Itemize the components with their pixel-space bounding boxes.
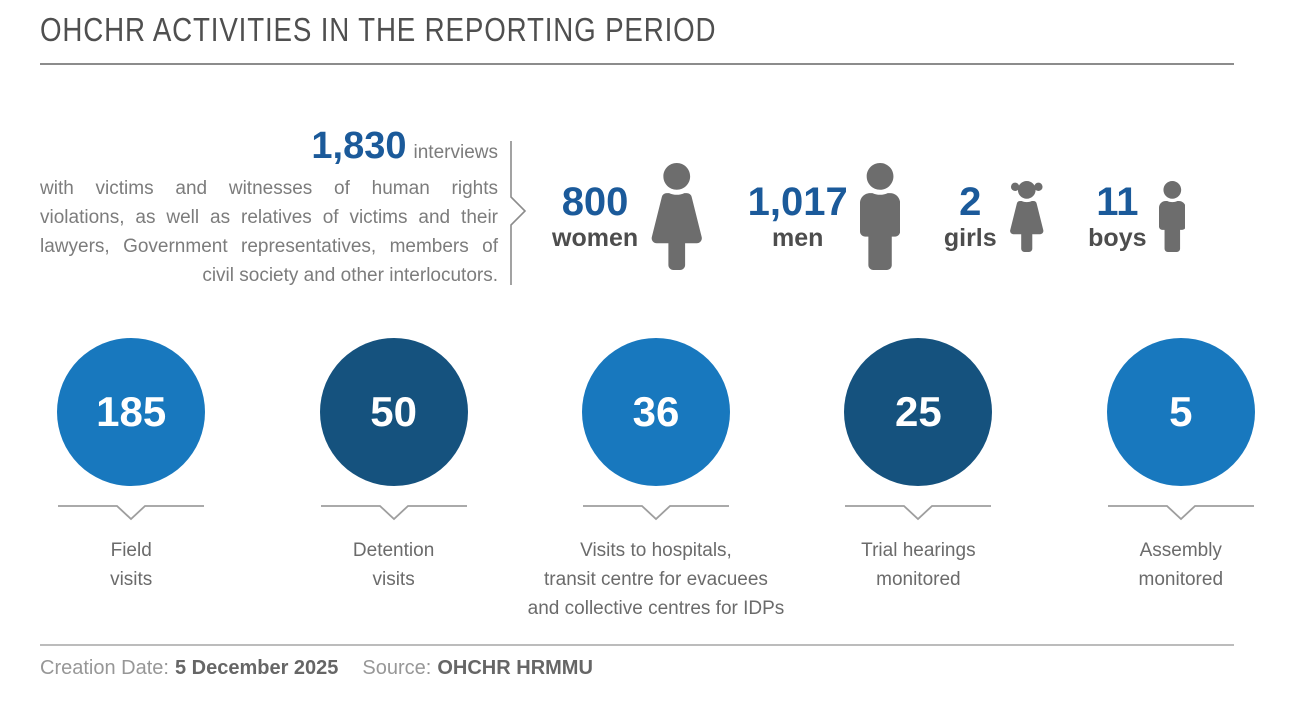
girls-label: girls: [943, 223, 997, 252]
activities-row: 185 Field visits 50 Detention visits 36: [0, 338, 1312, 623]
pointer-bracket-icon: [320, 505, 467, 521]
women-count: 800: [561, 179, 629, 224]
women-text: 800 women: [552, 182, 638, 251]
men-count: 1,017: [747, 179, 848, 224]
creation-date-value: 5 December 2025: [174, 657, 339, 679]
woman-icon: [651, 163, 702, 270]
title-divider-line: [40, 63, 1234, 65]
page-title: OHCHR ACTIVITIES IN THE REPORTING PERIOD: [40, 11, 717, 48]
interviews-summary: 1,830 interviews with victims and witness…: [40, 125, 498, 290]
field-visits-count: 185: [96, 388, 167, 435]
assembly-circle: 5: [1106, 338, 1255, 486]
assembly-count: 5: [1169, 388, 1193, 435]
interviews-text-line: with victims and witnesses of human righ…: [40, 178, 498, 199]
stat-girls: 2 girls: [944, 181, 1044, 252]
field-visits-circle: 185: [57, 338, 206, 486]
source-label: Source:: [362, 657, 432, 679]
activity-assembly: 5 Assembly monitored: [1050, 338, 1312, 623]
field-visits-label: Field visits: [110, 540, 153, 590]
facility-visits-label: Visits to hospitals, transit centre for …: [527, 540, 785, 619]
girls-count: 2: [959, 179, 982, 224]
stat-boys: 11 boys: [1088, 181, 1186, 252]
chevron-divider-icon: [510, 141, 527, 285]
trial-hearings-label: Trial hearings monitored: [861, 540, 976, 590]
interviews-headline: 1,830 interviews: [40, 125, 498, 171]
pointer-bracket-icon: [1107, 505, 1254, 521]
trial-hearings-circle: 25: [844, 338, 993, 486]
assembly-label: Assembly monitored: [1138, 540, 1224, 590]
facility-visits-circle: 36: [581, 338, 730, 486]
interviews-count-suffix: interviews: [413, 142, 498, 163]
boys-text: 11 boys: [1088, 182, 1146, 251]
boy-icon: [1158, 181, 1186, 252]
men-text: 1,017 men: [748, 182, 848, 251]
pointer-bracket-icon: [845, 505, 992, 521]
activity-trial-hearings: 25 Trial hearings monitored: [787, 338, 1049, 623]
activity-facility-visits: 36 Visits to hospitals, transit centre f…: [525, 338, 787, 623]
man-icon: [859, 163, 900, 270]
interviews-text-line: civil society and other interlocutors.: [202, 265, 498, 286]
detention-visits-count: 50: [370, 388, 417, 435]
interviews-text-line: lawyers, Government representatives, mem…: [40, 236, 498, 257]
creation-date-label: Creation Date:: [40, 657, 169, 679]
interviews-text-line: violations, as well as relatives of vict…: [40, 207, 498, 228]
facility-visits-count: 36: [632, 388, 680, 435]
boys-count: 11: [1096, 179, 1139, 224]
boys-label: boys: [1088, 223, 1147, 252]
interviews-count: 1,830: [311, 125, 407, 167]
activity-field-visits: 185 Field visits: [0, 338, 262, 623]
pointer-bracket-icon: [582, 505, 729, 521]
stat-men: 1,017 men: [748, 163, 900, 270]
demographics-row: 800 women 1,017 men 2 girls: [552, 163, 1186, 270]
girls-text: 2 girls: [944, 182, 997, 251]
trial-hearings-count: 25: [895, 388, 942, 435]
stat-women: 800 women: [552, 163, 704, 270]
footer: Creation Date: 5 December 2025 Source: OHCH…: [40, 657, 593, 680]
detention-visits-circle: 50: [319, 338, 468, 486]
pointer-bracket-icon: [58, 505, 205, 521]
girl-icon: [1009, 181, 1044, 252]
footer-divider-line: [40, 644, 1234, 646]
women-label: women: [552, 223, 639, 252]
detention-visits-label: Detention visits: [352, 540, 435, 590]
activity-detention-visits: 50 Detention visits: [262, 338, 524, 623]
men-label: men: [771, 223, 824, 252]
source-value: OHCHR HRMMU: [437, 657, 593, 679]
